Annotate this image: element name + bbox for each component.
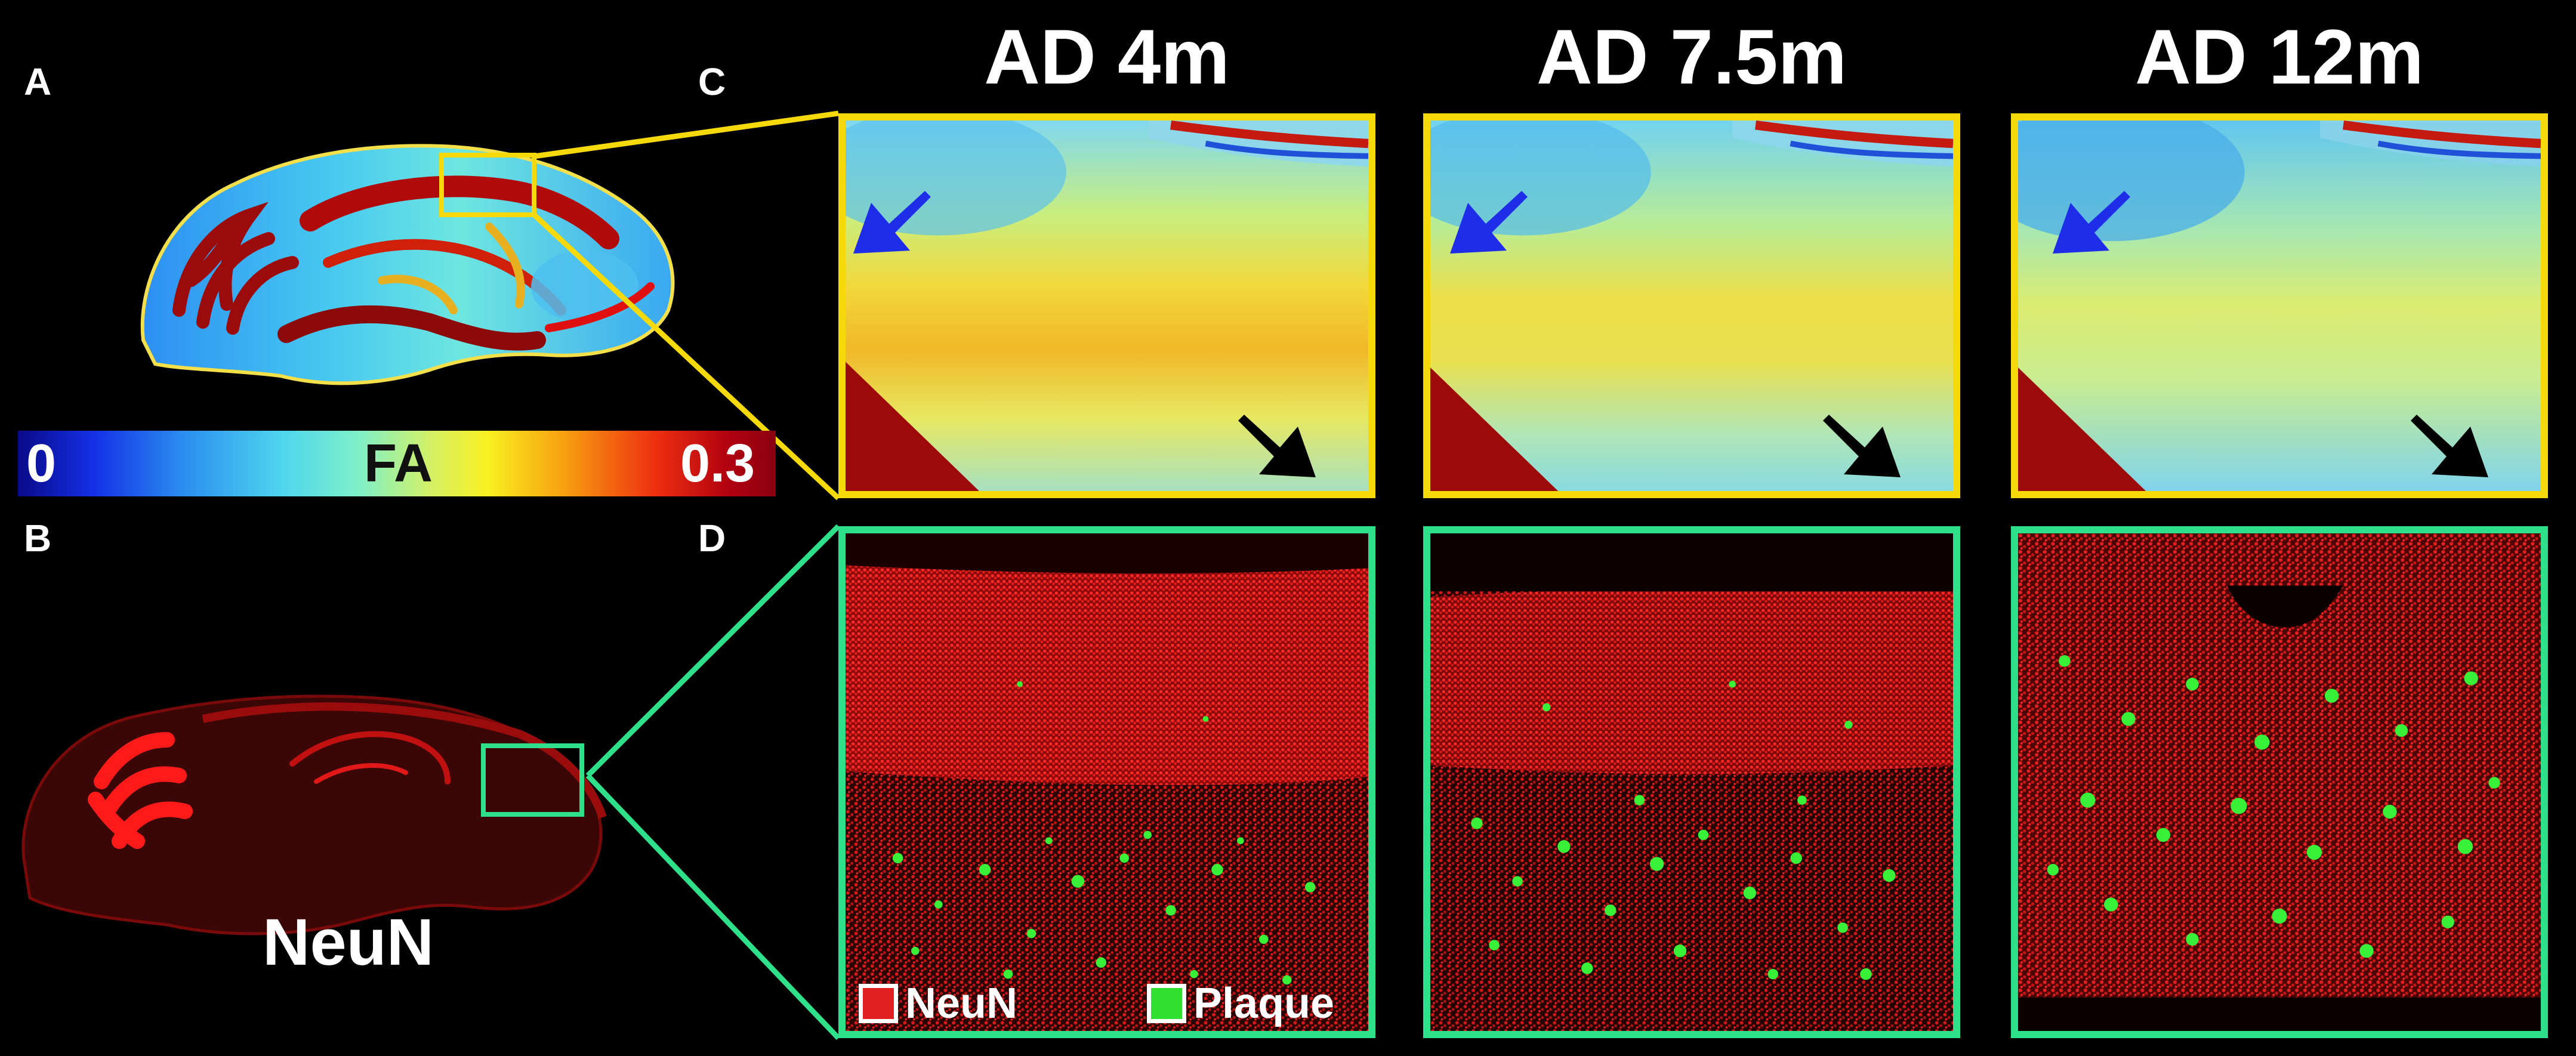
colorbar-title: FA [364,434,433,493]
histology-ad-4m: NeuN Plaque [838,526,1375,1038]
fa-zoom-ad-7-5m [1423,113,1960,498]
neun-roi-box [481,743,584,817]
fa-roi-box [439,153,536,217]
legend-neun-swatch [859,984,898,1023]
blue-arrow-icon [853,191,931,254]
blue-arrow-icon [2053,191,2130,254]
fa-colorbar: 0 FA 0.3 [18,431,776,496]
neun-stain-label: NeuN [263,906,434,979]
column-title-ad-4m: AD 4m [984,13,1230,100]
panel-letter-a: A [24,60,52,103]
legend-neun-label: NeuN [905,980,1018,1027]
histology-ad-7-5m [1423,526,1960,1038]
legend-plaque-swatch [1147,984,1186,1023]
black-arrow-icon [2411,415,2488,477]
fa-brain-map [140,144,675,385]
panel-letter-b: B [24,517,52,560]
colorbar-min-label: 0 [26,434,57,493]
histology-ad-12m [2011,526,2548,1038]
panel-letter-d: D [698,517,726,560]
neun-brain-section [21,694,607,935]
legend-plaque-label: Plaque [1193,980,1335,1027]
colorbar-max-label: 0.3 [680,434,755,493]
black-arrow-icon [1823,415,1901,477]
column-title-ad-12m: AD 12m [2134,13,2424,100]
fa-zoom-ad-4m [838,113,1375,498]
column-title-ad-7-5m: AD 7.5m [1536,13,1847,100]
black-arrow-icon [1238,415,1316,477]
blue-arrow-icon [1450,191,1528,254]
panel-letter-c: C [698,60,726,103]
